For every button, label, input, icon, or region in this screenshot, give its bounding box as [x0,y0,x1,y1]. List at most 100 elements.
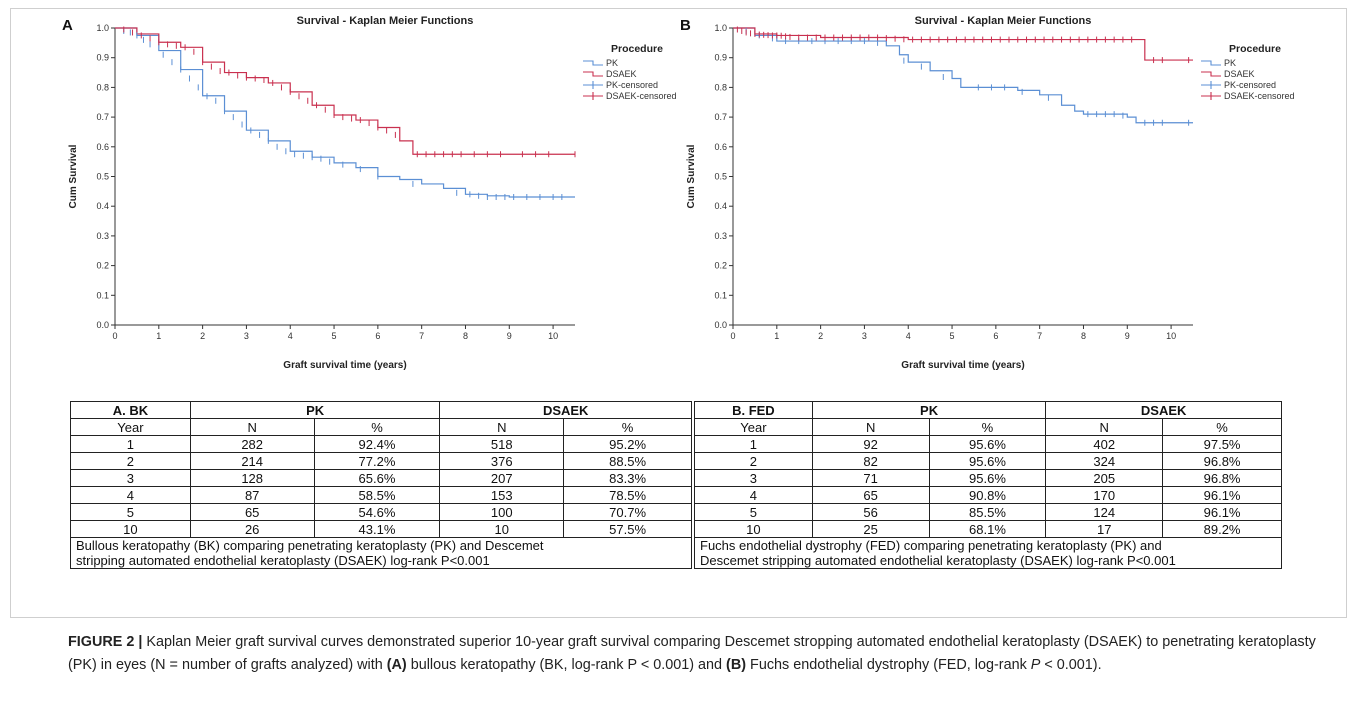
table-note: Fuchs endothelial dystrophy (FED) compar… [694,537,1282,569]
table-row: 10 26 43.1% 10 57.5% [70,520,692,538]
table-cell: 324 [1045,452,1164,470]
table-cell: 85.5% [928,503,1047,521]
table-cell: 97.5% [1162,435,1282,453]
table-body: 1 282 92.4% 518 95.2% 2 214 77.2% 376 88.5% 3 128 65… [70,435,692,538]
x-tick-label: 10 [548,331,558,341]
col-pct: % [1162,418,1282,436]
x-tick-label: 10 [1166,331,1176,341]
table-cell: 282 [189,435,315,453]
caption-text: < 0.001). [1040,657,1102,673]
table-cell: 124 [1045,503,1164,521]
table-cell: 1 [70,435,191,453]
figure-frame [10,8,1347,618]
legend-entry: PK-censored [606,80,658,90]
x-tick-label: 1 [774,331,779,341]
survival-table-fed: B. FED PK DSAEK Year N % N % 1 92 95.6% 402… [694,401,1282,569]
chart-title: Survival - Kaplan Meier Functions [915,15,1092,27]
table-cell: 3 [694,469,813,487]
col-n: N [811,418,930,436]
y-tick-label: 0.1 [96,290,109,300]
figure-label: FIGURE 2 | [68,634,143,650]
table-cell: 5 [70,503,191,521]
y-tick-label: 0.8 [714,82,727,92]
x-tick-label: 6 [993,331,998,341]
survival-table-bk: A. BK PK DSAEK Year N % N % 1 282 92.4% 518… [70,401,692,569]
caption-ref-b: (B) [726,657,747,673]
table-cell: 376 [439,452,565,470]
y-tick-label: 0.3 [714,231,727,241]
x-tick-label: 2 [818,331,823,341]
y-tick-label: 0.4 [96,201,109,211]
legend-entry: DSAEK [606,69,637,79]
legend-entry: DSAEK-censored [606,91,677,101]
table-row: 5 56 85.5% 124 96.1% [694,503,1282,521]
table-cell: 43.1% [313,520,441,538]
legend-swatch [583,60,603,66]
y-tick-label: 1.0 [714,23,727,33]
series-line [115,27,575,198]
table-cell: 57.5% [563,520,692,538]
col-n: N [439,418,565,436]
table-row: 3 71 95.6% 205 96.8% [694,469,1282,487]
table-head-title: A. BK [70,401,191,419]
table-cell: 96.1% [1162,486,1282,504]
table-cell: 92 [811,435,930,453]
table-cell: 3 [70,469,191,487]
legend-entry: PK-censored [1224,80,1276,90]
table-note: Bullous keratopathy (BK) comparing penet… [70,537,692,569]
table-cell: 128 [189,469,315,487]
table-cell: 205 [1045,469,1164,487]
col-n: N [189,418,315,436]
legend-swatch [583,71,603,77]
x-tick-label: 8 [463,331,468,341]
x-tick-label: 5 [950,331,955,341]
table-cell: 82 [811,452,930,470]
panel-label: B [680,17,691,34]
y-tick-label: 0.6 [714,142,727,152]
table-cell: 58.5% [313,486,441,504]
y-tick-label: 0.4 [714,201,727,211]
chart-panel-b: B Survival - Kaplan Meier Functions 0.0 0.1… [680,15,1295,371]
x-tick-label: 0 [730,331,735,341]
legend-title: Procedure [1229,43,1281,55]
table-cell: 88.5% [563,452,692,470]
chart-panel-a: A Survival - Kaplan Meier Functions 0.0 0.1… [62,15,677,371]
y-tick-label: 0.2 [96,261,109,271]
y-axis-label: Cum Survival [68,144,79,208]
chart-title: Survival - Kaplan Meier Functions [297,15,474,27]
table-row: 1 92 95.6% 402 97.5% [694,435,1282,453]
col-year: Year [694,418,813,436]
table-cell: 95.6% [928,452,1047,470]
table-body: 1 92 95.6% 402 97.5% 2 82 95.6% 324 96.8% 3 71 95.6%… [694,435,1282,538]
x-tick-label: 6 [375,331,380,341]
x-tick-label: 3 [862,331,867,341]
table-cell: 4 [70,486,191,504]
legend-swatch [1201,60,1221,66]
y-axis-label: Cum Survival [686,144,697,208]
table-cell: 70.7% [563,503,692,521]
legend-title: Procedure [611,43,663,55]
table-cell: 10 [439,520,565,538]
series-line [733,27,1193,124]
series-line [115,27,575,155]
caption-text: bullous keratopathy (BK, log-rank P < 0.… [406,657,727,673]
table-row: 2 214 77.2% 376 88.5% [70,452,692,470]
table-cell: 83.3% [563,469,692,487]
x-tick-label: 7 [419,331,424,341]
y-tick-label: 0.6 [96,142,109,152]
legend-swatch [1201,71,1221,77]
table-cell: 90.8% [928,486,1047,504]
table-cell: 402 [1045,435,1164,453]
caption-p: P [1030,657,1041,673]
table-group-dsaek: DSAEK [1045,401,1282,419]
legend-entry: PK [1224,58,1236,68]
x-tick-label: 0 [112,331,117,341]
x-tick-label: 9 [507,331,512,341]
y-tick-label: 0.0 [96,320,109,330]
table-note-line: Descemet stripping automated endothelial… [700,553,1176,568]
x-tick-label: 4 [288,331,293,341]
table-row: 1 282 92.4% 518 95.2% [70,435,692,453]
y-tick-label: 0.8 [96,82,109,92]
legend-entry: DSAEK [1224,69,1255,79]
table-note-line: Bullous keratopathy (BK) comparing penet… [76,538,544,553]
